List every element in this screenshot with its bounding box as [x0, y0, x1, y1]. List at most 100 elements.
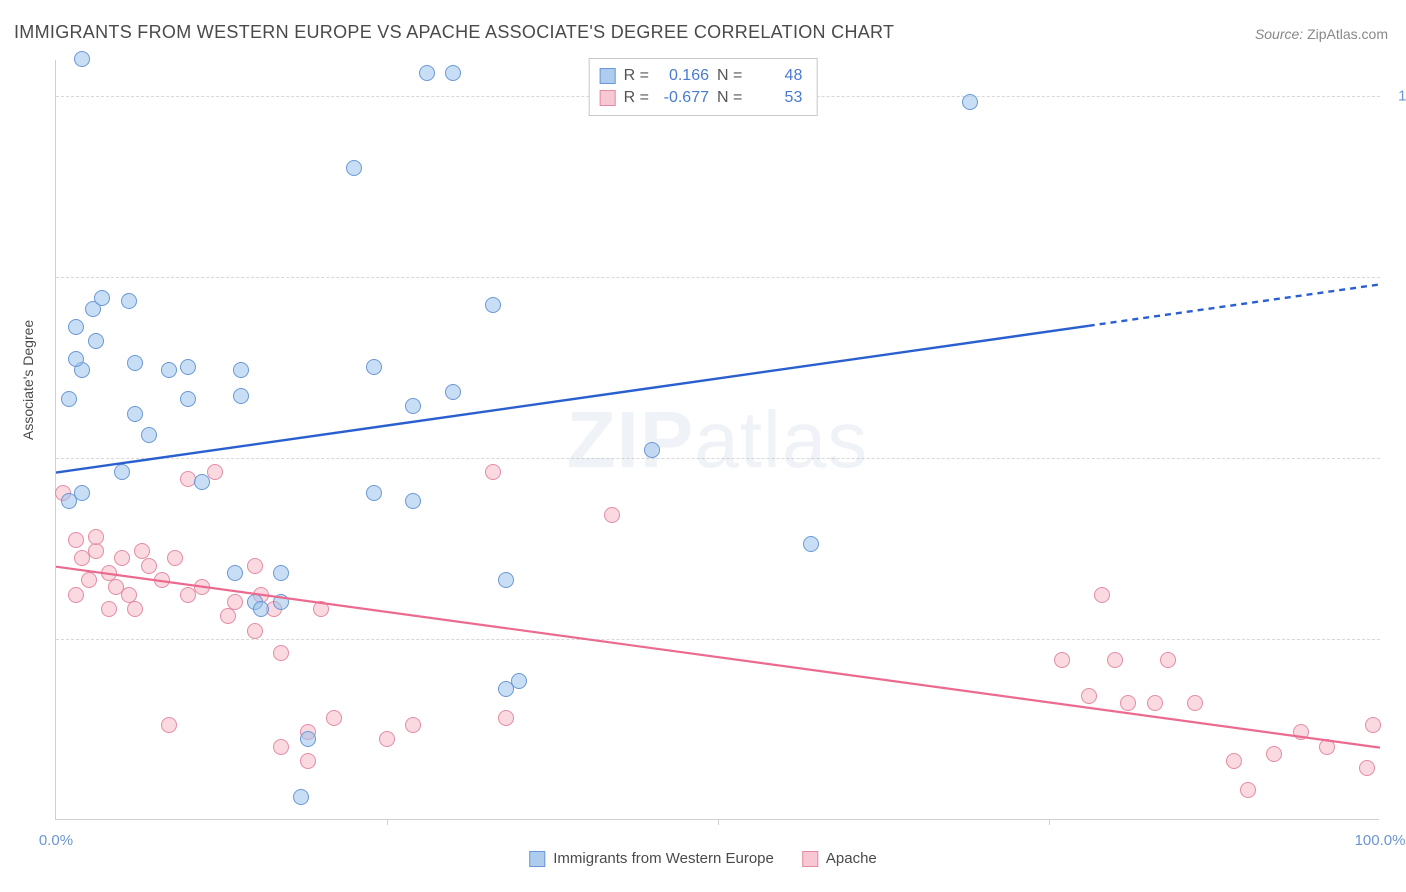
scatter-point-blue — [511, 673, 527, 689]
scatter-point-pink — [101, 601, 117, 617]
scatter-point-pink — [1160, 652, 1176, 668]
legend-label-pink: Apache — [826, 850, 877, 867]
scatter-point-pink — [220, 608, 236, 624]
legend-swatch-pink — [600, 90, 616, 106]
scatter-point-blue — [161, 362, 177, 378]
y-tick-label: 75.0% — [1389, 269, 1406, 286]
scatter-point-pink — [194, 579, 210, 595]
scatter-point-pink — [273, 739, 289, 755]
scatter-point-blue — [300, 731, 316, 747]
r-label: R = — [624, 65, 649, 87]
scatter-point-pink — [227, 594, 243, 610]
y-tick-label: 50.0% — [1389, 450, 1406, 467]
legend-swatch-blue — [529, 851, 545, 867]
scatter-point-pink — [1266, 746, 1282, 762]
y-tick-label: 100.0% — [1389, 88, 1406, 105]
scatter-point-pink — [1359, 760, 1375, 776]
scatter-point-pink — [405, 717, 421, 733]
r-label: R = — [624, 87, 649, 109]
x-tick-label-min: 0.0% — [39, 832, 73, 849]
x-tick — [1049, 819, 1050, 825]
legend-row-blue: R = 0.166 N = 48 — [600, 65, 803, 87]
scatter-point-pink — [485, 464, 501, 480]
scatter-point-blue — [419, 65, 435, 81]
r-value-pink: -0.677 — [657, 87, 709, 109]
scatter-point-pink — [1187, 695, 1203, 711]
scatter-point-blue — [233, 362, 249, 378]
scatter-point-blue — [114, 464, 130, 480]
scatter-point-pink — [300, 753, 316, 769]
scatter-point-pink — [167, 550, 183, 566]
scatter-point-blue — [644, 442, 660, 458]
scatter-point-blue — [127, 355, 143, 371]
legend-item-blue: Immigrants from Western Europe — [529, 850, 774, 867]
scatter-point-blue — [293, 789, 309, 805]
source-value: ZipAtlas.com — [1307, 26, 1388, 42]
scatter-point-blue — [194, 474, 210, 490]
scatter-point-blue — [141, 427, 157, 443]
scatter-point-pink — [604, 507, 620, 523]
chart-title: IMMIGRANTS FROM WESTERN EUROPE VS APACHE… — [14, 22, 894, 43]
scatter-point-pink — [161, 717, 177, 733]
scatter-point-pink — [207, 464, 223, 480]
scatter-point-pink — [1240, 782, 1256, 798]
scatter-point-pink — [247, 558, 263, 574]
scatter-point-pink — [1107, 652, 1123, 668]
legend-row-pink: R = -0.677 N = 53 — [600, 87, 803, 109]
scatter-point-blue — [366, 359, 382, 375]
scatter-point-blue — [74, 51, 90, 67]
scatter-point-blue — [68, 351, 84, 367]
scatter-point-blue — [273, 565, 289, 581]
trend-lines — [56, 60, 1380, 820]
scatter-point-pink — [1319, 739, 1335, 755]
legend-swatch-pink — [802, 851, 818, 867]
x-tick-label-max: 100.0% — [1355, 832, 1406, 849]
n-label: N = — [717, 65, 742, 87]
legend-label-blue: Immigrants from Western Europe — [553, 850, 774, 867]
scatter-point-blue — [803, 536, 819, 552]
scatter-point-blue — [405, 398, 421, 414]
scatter-point-blue — [94, 290, 110, 306]
scatter-point-pink — [1081, 688, 1097, 704]
scatter-point-pink — [1054, 652, 1070, 668]
scatter-point-pink — [379, 731, 395, 747]
scatter-point-pink — [88, 543, 104, 559]
scatter-point-blue — [366, 485, 382, 501]
y-axis-label: Associate's Degree — [20, 320, 36, 440]
scatter-point-blue — [61, 493, 77, 509]
scatter-point-pink — [1094, 587, 1110, 603]
scatter-point-pink — [313, 601, 329, 617]
scatter-point-pink — [114, 550, 130, 566]
scatter-point-blue — [233, 388, 249, 404]
scatter-point-blue — [180, 359, 196, 375]
scatter-point-pink — [1147, 695, 1163, 711]
gridline — [56, 277, 1380, 278]
scatter-point-pink — [273, 645, 289, 661]
scatter-point-blue — [61, 391, 77, 407]
scatter-point-pink — [1293, 724, 1309, 740]
scatter-point-blue — [485, 297, 501, 313]
scatter-point-blue — [445, 65, 461, 81]
gridline — [56, 458, 1380, 459]
scatter-point-pink — [326, 710, 342, 726]
scatter-point-blue — [498, 572, 514, 588]
scatter-point-pink — [127, 601, 143, 617]
scatter-point-blue — [127, 406, 143, 422]
scatter-point-blue — [227, 565, 243, 581]
scatter-point-blue — [962, 94, 978, 110]
scatter-point-blue — [68, 319, 84, 335]
x-tick — [387, 819, 388, 825]
scatter-point-pink — [81, 572, 97, 588]
scatter-point-pink — [247, 623, 263, 639]
scatter-point-pink — [498, 710, 514, 726]
source-label: Source: — [1255, 26, 1303, 42]
correlation-legend: R = 0.166 N = 48 R = -0.677 N = 53 — [589, 58, 818, 116]
y-tick-label: 25.0% — [1389, 631, 1406, 648]
scatter-point-pink — [68, 587, 84, 603]
scatter-point-pink — [141, 558, 157, 574]
n-value-blue: 48 — [750, 65, 802, 87]
scatter-point-blue — [121, 293, 137, 309]
scatter-point-blue — [405, 493, 421, 509]
scatter-point-pink — [68, 532, 84, 548]
scatter-point-pink — [1226, 753, 1242, 769]
